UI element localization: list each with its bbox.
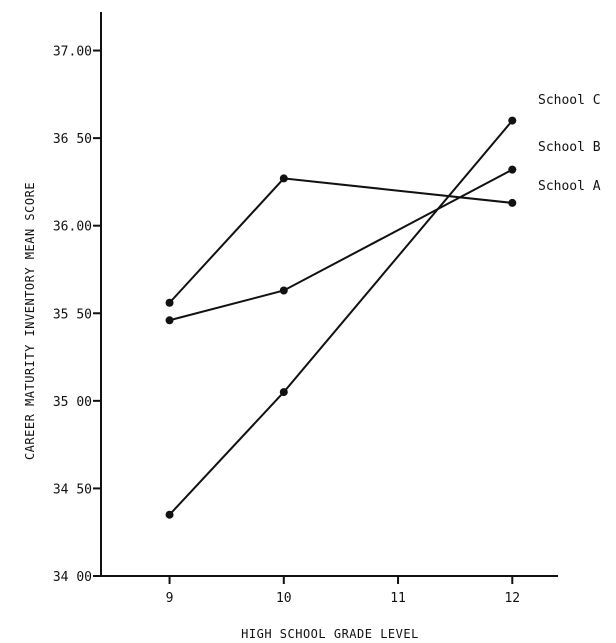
school-a-point	[165, 298, 174, 307]
y-ticks: 34 00 34 50 35 00 35 50 36.00 36 50 37.00	[53, 45, 101, 585]
school-c-line	[168, 119, 514, 516]
x-ticks: 9 10 11 12	[166, 576, 520, 606]
x-tick-label: 12	[504, 591, 520, 606]
y-axis-title: CAREER MATURITY INVENTORY MEAN SCORE	[23, 182, 37, 460]
school-a-point	[508, 198, 517, 207]
school-c-point	[508, 116, 517, 125]
x-axis-title: HIGH SCHOOL GRADE LEVEL	[241, 627, 419, 641]
school-b-label: School B	[538, 140, 601, 155]
y-tick-label: 36.00	[53, 220, 92, 235]
y-tick-label: 35 50	[53, 307, 92, 322]
y-tick-label: 37.00	[53, 45, 92, 60]
school-c-point	[279, 388, 288, 397]
y-tick-label: 35 00	[53, 395, 92, 410]
series-labels: School C School B School A	[538, 93, 601, 194]
school-b-line	[169, 168, 513, 322]
x-tick-label: 10	[276, 591, 292, 606]
school-b-point	[508, 165, 517, 174]
school-c-label: School C	[538, 93, 601, 108]
x-tick-label: 11	[390, 591, 406, 606]
school-a-label: School A	[538, 179, 601, 194]
school-a-point	[279, 174, 288, 183]
school-b-point	[165, 316, 174, 325]
y-tick-label: 34 50	[53, 482, 92, 497]
y-tick-label: 36 50	[53, 132, 92, 147]
school-b-point	[279, 286, 288, 295]
y-tick-label: 34 00	[53, 570, 92, 585]
x-tick-label: 9	[166, 591, 174, 606]
series-lines	[165, 116, 517, 519]
school-c-point	[165, 510, 174, 519]
school-a-line	[168, 177, 513, 304]
